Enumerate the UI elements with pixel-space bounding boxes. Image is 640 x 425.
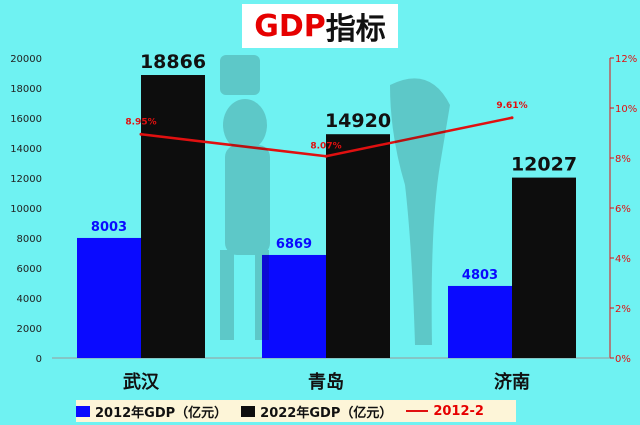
legend-item-2022: 2022年GDP（亿元） bbox=[241, 402, 392, 421]
bar-2012 bbox=[77, 237, 141, 358]
right-axis-tick-label: 10% bbox=[615, 104, 637, 115]
left-axis-tick-label: 6000 bbox=[17, 264, 42, 275]
bar-data-label: 8003 bbox=[91, 220, 127, 235]
right-axis: 0% 2% 4% 6% 8% 10% 12% bbox=[609, 54, 637, 365]
growth-data-label: 8.95% bbox=[125, 117, 156, 127]
growth-point bbox=[324, 154, 328, 158]
legend-swatch-growth bbox=[406, 410, 429, 412]
plot-area: 8003 6869 4803 18866 14920 12027 武汉 青岛 济南 8.95% 8.… bbox=[52, 51, 610, 393]
bar-data-label: 18866 bbox=[140, 51, 206, 73]
bar-data-label: 14920 bbox=[325, 110, 391, 132]
left-axis-tick-label: 10000 bbox=[10, 204, 42, 215]
left-axis-tick-label: 14000 bbox=[10, 144, 42, 155]
legend-label-growth: 2012-2 bbox=[433, 403, 484, 419]
right-axis-tick-label: 6% bbox=[615, 204, 631, 215]
bar-2022 bbox=[141, 75, 205, 358]
left-axis-tick-label: 8000 bbox=[17, 234, 42, 245]
bar-2022 bbox=[326, 134, 390, 358]
legend-item-growth: 2012-2 bbox=[406, 404, 484, 419]
right-axis-tick-label: 2% bbox=[615, 304, 631, 315]
right-axis-tick-label: 12% bbox=[615, 54, 637, 65]
bar-data-label: 6869 bbox=[276, 237, 312, 252]
legend-label-2022: 2022年GDP（亿元） bbox=[260, 405, 393, 421]
title-indicator-text: 指标 bbox=[325, 12, 386, 47]
bar-2012 bbox=[448, 285, 512, 358]
category-label: 武汉 bbox=[123, 372, 160, 393]
legend-label-2012: 2012年GDP（亿元） bbox=[95, 405, 228, 421]
left-axis-tick-label: 2000 bbox=[17, 324, 42, 335]
chart-legend: 2012年GDP（亿元） 2022年GDP（亿元） 2012-2 bbox=[76, 400, 516, 422]
bar-2012 bbox=[262, 254, 326, 358]
category-label: 青岛 bbox=[308, 371, 344, 393]
legend-swatch-2012 bbox=[76, 405, 90, 417]
title-gdp-text: GDP bbox=[254, 8, 326, 44]
growth-data-label: 8.07% bbox=[310, 141, 341, 151]
growth-point bbox=[139, 132, 143, 136]
chart-title: GDP 指标 bbox=[242, 4, 398, 48]
legend-swatch-2022 bbox=[241, 405, 256, 417]
right-axis-tick-label: 4% bbox=[615, 254, 631, 265]
left-axis-tick-label: 0 bbox=[36, 354, 42, 365]
right-axis-tick-label: 8% bbox=[615, 154, 631, 165]
growth-data-label: 9.61% bbox=[496, 101, 527, 111]
left-axis-tick-label: 20000 bbox=[10, 54, 42, 65]
left-axis-tick-label: 16000 bbox=[10, 114, 42, 125]
left-axis: 0 2000 4000 6000 8000 10000 12000 14000 16000 180… bbox=[10, 54, 42, 365]
left-axis-tick-label: 12000 bbox=[10, 174, 42, 185]
bar-2022 bbox=[512, 177, 576, 358]
right-axis-tick-label: 0% bbox=[615, 354, 631, 365]
left-axis-tick-label: 18000 bbox=[10, 84, 42, 95]
category-label: 济南 bbox=[494, 371, 530, 393]
left-axis-tick-label: 4000 bbox=[17, 294, 42, 305]
growth-point bbox=[510, 116, 514, 120]
legend-item-2012: 2012年GDP（亿元） bbox=[76, 402, 227, 421]
bar-data-label: 4803 bbox=[462, 268, 498, 283]
bar-data-label: 12027 bbox=[511, 154, 577, 176]
